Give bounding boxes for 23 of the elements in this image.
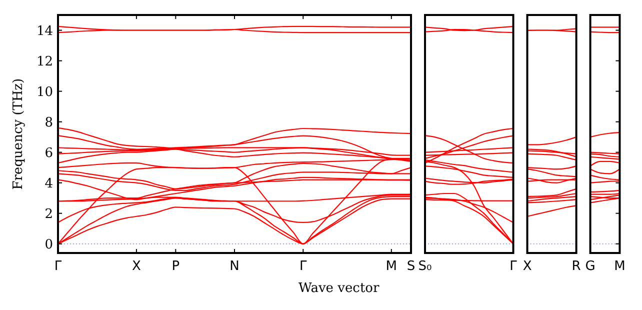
y-tick-label: 10 — [36, 84, 53, 100]
x-tick-label: M — [386, 259, 398, 274]
y-tick-label: 14 — [36, 24, 53, 39]
x-tick-label: Γ — [300, 259, 308, 274]
x-tick-label: S₀ — [418, 259, 432, 274]
y-tick-label: 6 — [44, 146, 53, 161]
y-axis-title: Frequency (THz) — [11, 78, 26, 190]
x-tick-label: R — [572, 259, 581, 274]
x-tick-label: G — [585, 259, 596, 274]
x-tick-label: P — [172, 259, 180, 274]
y-tick-label: 4 — [44, 176, 53, 192]
y-tick-label: 2 — [44, 206, 53, 222]
y-tick-label: 8 — [44, 115, 53, 130]
x-tick-label: X — [522, 259, 532, 274]
x-tick-label: Γ — [510, 259, 518, 274]
x-tick-label: Γ — [54, 259, 62, 274]
y-tick-label: 12 — [36, 54, 53, 70]
x-tick-label: S — [406, 259, 416, 274]
x-tick-label: M — [614, 259, 626, 274]
x-tick-label: X — [132, 259, 141, 274]
y-tick-label: 0 — [44, 237, 53, 252]
x-axis-title: Wave vector — [298, 281, 380, 296]
x-tick-label: N — [230, 259, 240, 274]
